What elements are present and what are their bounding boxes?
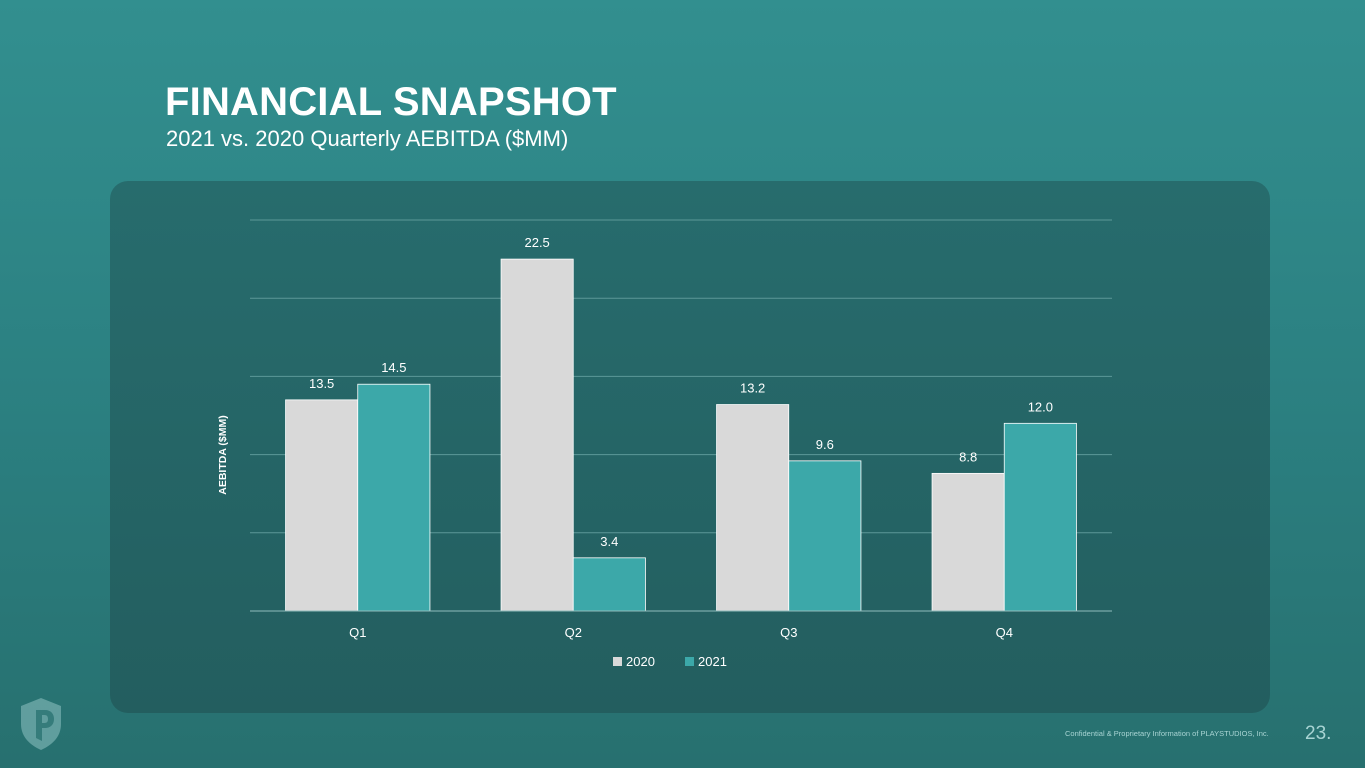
slide-title: FINANCIAL SNAPSHOT — [165, 80, 617, 124]
data-label-q2-2020: 22.5 — [524, 235, 549, 250]
bar-q1-2021 — [357, 383, 431, 612]
legend-swatch-2020 — [613, 657, 622, 666]
bar-q2-2020 — [500, 258, 574, 612]
bar-q2-2021 — [572, 557, 646, 612]
x-tick-label-q3: Q3 — [780, 625, 797, 640]
aebitda-bar-chart: 13.5 14.5 22.5 3.4 13.2 9.6 8.8 12.0 Q1 Q2 Q3 Q4 A… — [217, 219, 1112, 669]
x-tick-label-q4: Q4 — [996, 625, 1013, 640]
data-label-q3-2020: 13.2 — [740, 381, 765, 396]
bar-q4-2021 — [1003, 422, 1077, 612]
legend-label-2020: 2020 — [626, 654, 655, 669]
data-label-q1-2021: 14.5 — [381, 360, 406, 375]
x-axis: Q1 Q2 Q3 Q4 — [250, 610, 1112, 640]
bar-q3-2021 — [788, 460, 862, 612]
bars — [285, 258, 1077, 612]
playstudios-shield-icon — [21, 698, 61, 750]
bar-q4-2020 — [931, 472, 1005, 612]
y-axis-title: AEBITDA ($MM) — [217, 415, 229, 495]
chart-legend: 2020 2021 — [613, 654, 727, 669]
data-label-q3-2021: 9.6 — [816, 437, 834, 452]
bar-q1-2020 — [285, 399, 359, 612]
data-label-q4-2020: 8.8 — [959, 449, 977, 464]
confidentiality-note: Confidential & Proprietary Information o… — [1065, 729, 1269, 738]
data-label-q1-2020: 13.5 — [309, 376, 334, 391]
data-label-q4-2021: 12.0 — [1028, 399, 1053, 414]
slide-subtitle: 2021 vs. 2020 Quarterly AEBITDA ($MM) — [166, 126, 569, 151]
chart-panel: 13.5 14.5 22.5 3.4 13.2 9.6 8.8 12.0 Q1 Q2 Q3 Q4 A… — [110, 181, 1270, 713]
page-number: 23. — [1305, 723, 1332, 744]
bar-q3-2020 — [716, 404, 790, 612]
data-labels: 13.5 14.5 22.5 3.4 13.2 9.6 8.8 12.0 — [309, 235, 1053, 549]
data-label-q2-2021: 3.4 — [600, 534, 618, 549]
x-tick-label-q2: Q2 — [565, 625, 582, 640]
legend-label-2021: 2021 — [698, 654, 727, 669]
x-tick-label-q1: Q1 — [349, 625, 366, 640]
legend-swatch-2021 — [685, 657, 694, 666]
